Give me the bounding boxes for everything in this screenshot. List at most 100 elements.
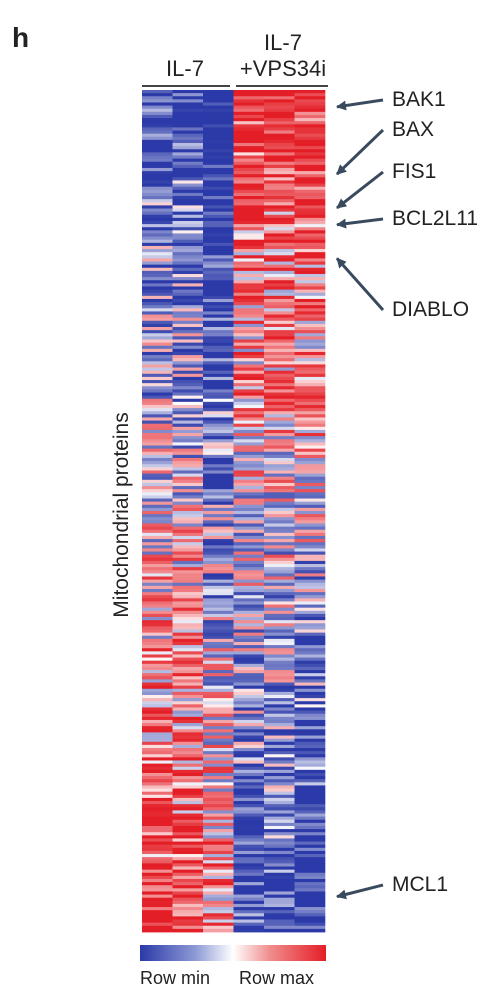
- heatmap-cell: [172, 111, 204, 116]
- heatmap-cell: [264, 314, 295, 319]
- heatmap-cell: [142, 239, 173, 244]
- heatmap-cell: [142, 280, 173, 284]
- heatmap-cell: [172, 663, 204, 668]
- heatmap-cell: [203, 99, 234, 103]
- heatmap-cell: [264, 436, 295, 440]
- heatmap-cell: [233, 629, 265, 634]
- heatmap-cell: [203, 155, 234, 160]
- heatmap-cell: [203, 760, 234, 764]
- heatmap-cell: [203, 794, 234, 799]
- heatmap-cell: [233, 220, 265, 225]
- heatmap-cell: [264, 252, 295, 256]
- heatmap-cell: [203, 320, 234, 325]
- heatmap-cell: [203, 925, 234, 930]
- heatmap-cell: [233, 919, 265, 924]
- heatmap-cell: [203, 835, 234, 839]
- heatmap-cell: [264, 161, 295, 166]
- heatmap-cell: [172, 548, 204, 552]
- heatmap-cell: [172, 698, 204, 702]
- heatmap-cell: [294, 548, 326, 552]
- heatmap-cell: [172, 922, 204, 927]
- heatmap-cell: [294, 629, 326, 634]
- heatmap-cell: [294, 392, 326, 397]
- heatmap-cell: [233, 164, 265, 169]
- heatmap-cell: [142, 158, 173, 163]
- heatmap-cell: [142, 273, 173, 278]
- heatmap-cell: [203, 423, 234, 428]
- heatmap-cell: [264, 333, 295, 337]
- heatmap-cell: [142, 863, 173, 867]
- heatmap-cell: [142, 507, 173, 512]
- heatmap-cell: [203, 573, 234, 577]
- heatmap-cell: [264, 651, 295, 655]
- heatmap-cell: [172, 305, 204, 309]
- heatmap-cell: [233, 788, 265, 793]
- heatmap-cell: [172, 280, 204, 284]
- heatmap-cell: [172, 136, 204, 141]
- heatmap-cell: [203, 766, 234, 771]
- heatmap-cell: [233, 401, 265, 406]
- heatmap-cell: [142, 227, 173, 231]
- heatmap-cell: [203, 158, 234, 163]
- heatmap-cell: [294, 623, 326, 627]
- heatmap-cell: [233, 903, 265, 908]
- heatmap-cell: [142, 308, 173, 312]
- heatmap-cell: [142, 632, 173, 637]
- heatmap-cell: [233, 186, 265, 191]
- heatmap-cell: [264, 604, 295, 609]
- heatmap-cell: [264, 888, 295, 892]
- heatmap-cell: [203, 289, 234, 294]
- heatmap-cell: [203, 224, 234, 228]
- heatmap-cell: [142, 900, 173, 905]
- heatmap-cell: [172, 302, 204, 306]
- heatmap-cell: [203, 273, 234, 278]
- heatmap-cell: [294, 249, 326, 253]
- heatmap-cell: [142, 395, 173, 400]
- heatmap-cell: [264, 479, 295, 484]
- heatmap-cell: [203, 894, 234, 899]
- heatmap-cell: [142, 180, 173, 184]
- heatmap-cell: [233, 286, 265, 290]
- heatmap-cell: [172, 835, 204, 839]
- heatmap-cell: [203, 298, 234, 303]
- heatmap-cell: [233, 626, 265, 630]
- heatmap-cell: [172, 829, 204, 833]
- heatmap-cell: [233, 118, 265, 122]
- heatmap-cell: [233, 617, 265, 621]
- heatmap-cell: [142, 766, 173, 771]
- heatmap-cell: [264, 872, 295, 877]
- heatmap-cell: [172, 763, 204, 768]
- heatmap-cell: [264, 489, 295, 493]
- heatmap-cell: [142, 339, 173, 343]
- heatmap-cell: [142, 694, 173, 699]
- heatmap-cell: [233, 760, 265, 764]
- heatmap-cell: [203, 869, 234, 874]
- heatmap-cell: [172, 860, 204, 864]
- heatmap-cell: [203, 486, 234, 490]
- heatmap-cell: [142, 183, 173, 188]
- heatmap-cell: [172, 461, 204, 465]
- heatmap-cell: [264, 351, 295, 356]
- heatmap-cell: [142, 903, 173, 908]
- heatmap-cell: [203, 411, 234, 415]
- heatmap-cell: [172, 903, 204, 908]
- heatmap-cell: [294, 111, 326, 116]
- gene-label-fis1: FIS1: [392, 160, 437, 183]
- heatmap-cell: [294, 813, 326, 818]
- heatmap-cell: [172, 336, 204, 340]
- heatmap-cell: [233, 408, 265, 412]
- heatmap-cell: [203, 710, 234, 715]
- heatmap-cell: [203, 663, 234, 668]
- heatmap-cell: [203, 819, 234, 824]
- heatmap-cell: [203, 292, 234, 297]
- heatmap-cell: [172, 130, 204, 135]
- heatmap-cell: [233, 542, 265, 546]
- heatmap-cell: [172, 426, 204, 431]
- heatmap-cell: [264, 292, 295, 297]
- heatmap-cell: [233, 167, 265, 172]
- heatmap-cell: [203, 535, 234, 540]
- heatmap-cell: [294, 751, 326, 755]
- heatmap-cell: [142, 436, 173, 440]
- heatmap-cell: [264, 323, 295, 328]
- heatmap-cell: [264, 298, 295, 303]
